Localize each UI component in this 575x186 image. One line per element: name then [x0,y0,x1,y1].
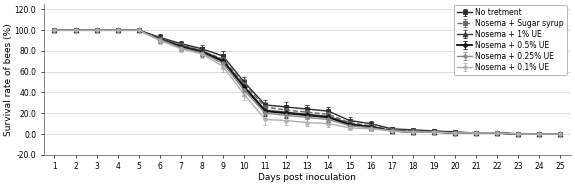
X-axis label: Days post inoculation: Days post inoculation [258,173,356,182]
Y-axis label: Survival rate of bees (%): Survival rate of bees (%) [4,23,13,136]
Legend: No tretment, Nosema + Sugar syrup, Nosema + 1% UE, Nosema + 0.5% UE, Nosema + 0.: No tretment, Nosema + Sugar syrup, Nosem… [454,5,567,75]
